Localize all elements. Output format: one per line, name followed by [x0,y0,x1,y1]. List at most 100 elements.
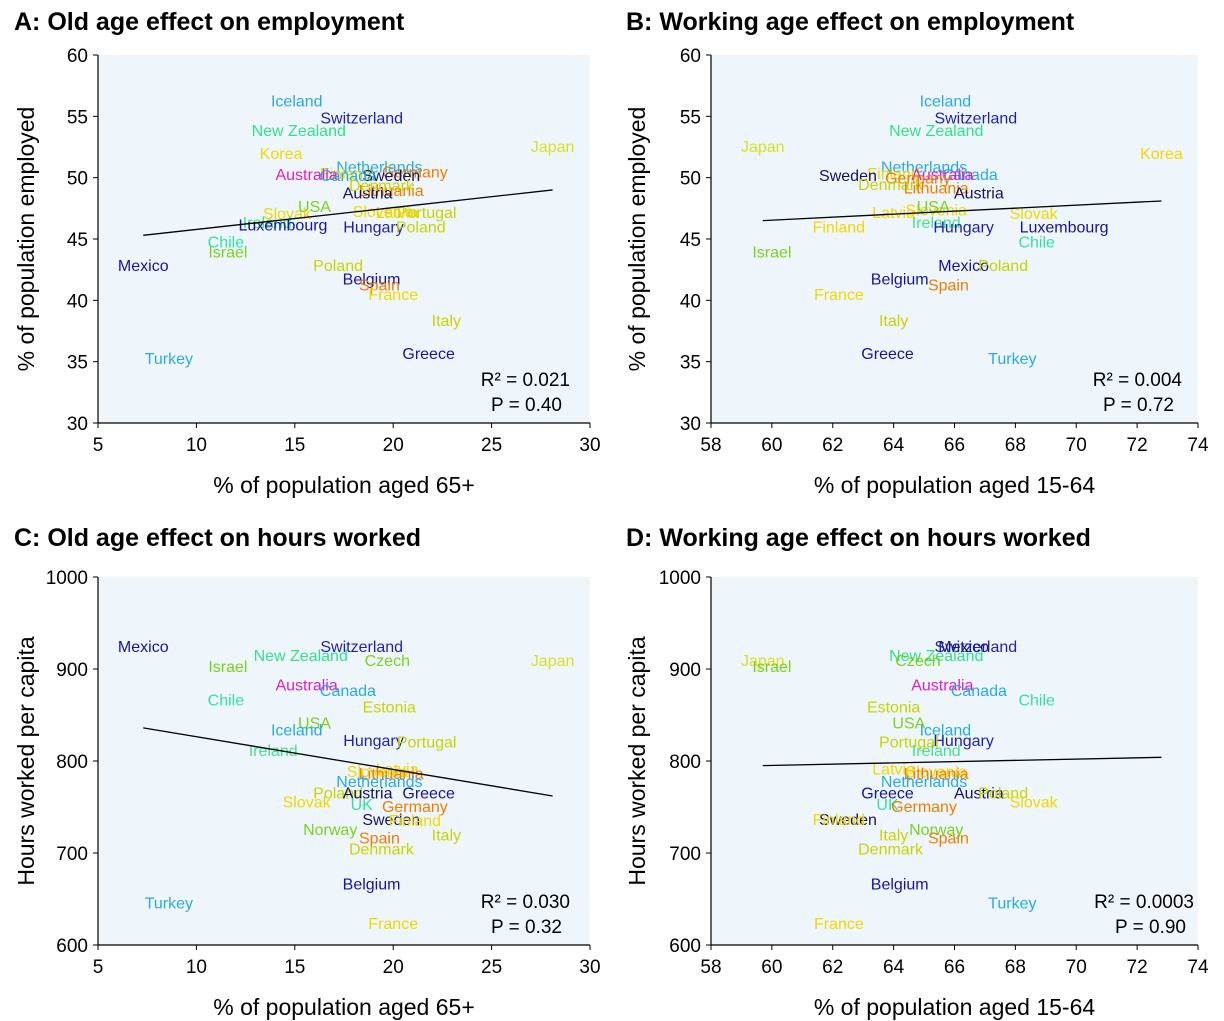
x-tick-label: 68 [1005,957,1026,978]
data-point-label: New Zealand [889,648,983,665]
data-point-label: Slovenia [906,764,967,781]
data-point-label: Turkey [988,896,1036,913]
y-tick-label: 800 [669,752,701,773]
data-point-label: Switzerland [934,111,1017,128]
data-point-label: Austria [954,185,1004,202]
data-point-label: Hungary [343,220,403,237]
data-point-label: Chile [208,692,245,709]
data-point-label: Ireland [912,215,961,232]
data-point-label: Germany [885,171,951,188]
data-point-label: Netherlands [336,160,422,177]
data-point-label: Poland [313,258,363,275]
x-tick-label: 74 [1187,435,1209,456]
data-point-label: Belgium [871,876,929,893]
data-point-label: Spain [359,277,400,294]
x-tick-label: 30 [579,435,600,456]
y-axis-label: % of population employed [624,107,650,372]
data-point-label: Sweden [819,168,877,185]
y-axis-label: Hours worked per capita [624,636,650,885]
data-point-label: Australia [911,678,973,695]
data-point-label: Slovak [1010,794,1059,811]
data-point-label: Greece [861,346,914,363]
data-point-label: Denmark [349,178,415,195]
data-point-label: Canada [320,683,376,700]
data-point-label: Germany [891,799,957,816]
data-point-label: Finland [813,812,865,829]
p-value-label: P = 0.32 [491,917,562,938]
data-point-label: Slovenia [906,203,967,220]
data-point-label: Austria [954,785,1004,802]
data-point-label: Luxembourg [1020,220,1109,237]
data-point-label: France [368,916,418,933]
data-point-label: Czech [895,653,940,670]
x-tick-label: 10 [186,435,207,456]
data-point-label: Portugal [397,735,457,752]
x-tick-label: 66 [944,435,965,456]
data-point-label: Poland [313,785,363,802]
y-tick-label: 700 [669,844,701,865]
x-tick-label: 58 [700,435,721,456]
y-tick-label: 800 [56,752,88,773]
trend-line [762,756,1162,767]
trend-line [762,200,1162,222]
data-point-label: USA [298,199,331,216]
data-point-label: UK [351,797,374,814]
x-tick-label: 15 [284,957,305,978]
y-tick-label: 40 [680,291,701,312]
data-point-label: Poland [396,220,446,237]
data-point-label: Mexico [118,258,169,275]
trend-line [143,727,553,797]
data-point-label: Lithuania [359,766,424,783]
data-point-label: Hungary [933,220,993,237]
data-point-label: Israel [208,244,247,261]
data-point-label: Hungary [343,733,403,750]
data-point-label: Denmark [858,177,924,194]
y-tick-label: 60 [680,46,701,67]
y-tick-label: 50 [680,169,701,190]
data-point-label: Sweden [362,168,420,185]
y-tick-label: 40 [67,291,88,312]
data-point-label: Slovak [283,794,332,811]
data-point-label: Australia [275,167,337,184]
data-point-label: Italy [879,313,908,330]
x-tick-label: 25 [481,957,502,978]
y-tick-label: 30 [67,414,88,435]
y-tick-label: 700 [56,844,88,865]
data-point-label: Israel [752,244,791,261]
data-point-label: Hungary [933,733,993,750]
x-tick-label: 70 [1066,957,1087,978]
data-point-label: Italy [432,828,461,845]
data-point-label: Norway [303,822,357,839]
data-point-label: Denmark [349,841,415,858]
data-point-label: Japan [741,653,785,670]
data-point-label: Mexico [938,258,989,275]
data-point-label: Italy [432,313,461,330]
data-point-label: France [814,287,864,304]
r-squared-label: R² = 0.021 [481,370,570,391]
data-point-label: Iceland [920,723,972,740]
data-point-label: Netherlands [336,774,422,791]
x-tick-label: 64 [883,957,905,978]
data-point-label: Sweden [819,812,877,829]
data-point-label: Luxembourg [239,217,328,234]
p-value-label: P = 0.90 [1115,917,1186,938]
data-point-label: Poland [978,785,1028,802]
data-point-label: Greece [402,785,455,802]
y-tick-label: 50 [67,169,88,190]
data-point-label: Japan [531,139,575,156]
data-point-label: Ireland [243,215,292,232]
x-axis-label: % of population aged 15-64 [814,994,1096,1020]
data-point-label: Lithuania [904,766,969,783]
data-point-label: Poland [978,258,1028,275]
x-tick-label: 62 [822,435,843,456]
y-tick-label: 45 [67,230,88,251]
p-value-label: P = 0.72 [1103,395,1174,416]
x-tick-label: 30 [579,957,600,978]
data-point-label: USA [298,715,331,732]
x-tick-label: 5 [93,435,104,456]
x-tick-label: 60 [761,957,782,978]
y-tick-label: 900 [669,660,701,681]
